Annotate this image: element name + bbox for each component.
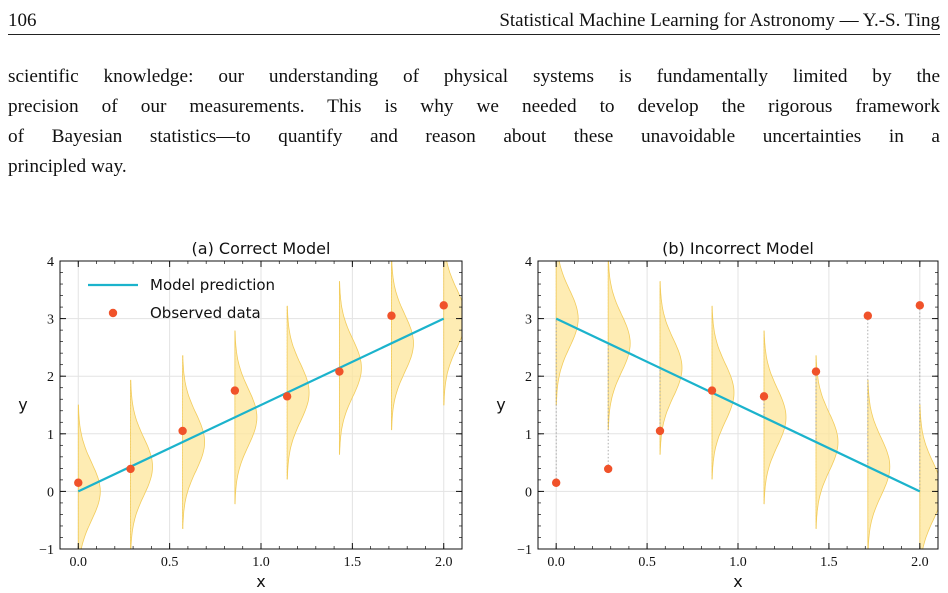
y-axis-label: y bbox=[18, 395, 27, 414]
paragraph-line: principled way. bbox=[8, 156, 127, 177]
legend-label: Observed data bbox=[150, 304, 261, 322]
running-title: Statistical Machine Learning for Astrono… bbox=[499, 10, 940, 31]
x-tick-label: 2.0 bbox=[911, 555, 929, 570]
page-number: 106 bbox=[8, 10, 37, 31]
chart-title: (a) Correct Model bbox=[192, 239, 331, 258]
likelihood-distribution bbox=[391, 261, 414, 431]
plot-area bbox=[74, 261, 462, 549]
likelihood-distribution bbox=[659, 281, 683, 455]
data-point bbox=[915, 301, 925, 310]
data-point bbox=[178, 426, 187, 436]
likelihood-distribution bbox=[338, 281, 362, 455]
x-axis-label: x bbox=[733, 572, 742, 591]
paragraph-line: scientific knowledge: our understanding … bbox=[8, 66, 940, 87]
y-tick-label: 0 bbox=[47, 485, 54, 500]
y-tick-label: 2 bbox=[47, 370, 54, 385]
x-tick-label: 2.0 bbox=[435, 555, 453, 570]
model-prediction-line bbox=[555, 317, 921, 493]
x-tick-label: 1.5 bbox=[820, 555, 838, 570]
likelihood-distribution bbox=[919, 404, 938, 549]
x-tick-label: 1.0 bbox=[252, 555, 270, 570]
y-tick-label: 1 bbox=[47, 428, 54, 443]
data-point bbox=[74, 478, 83, 487]
chart-title: (b) Incorrect Model bbox=[662, 239, 814, 258]
body-paragraph: scientific knowledge: our understanding … bbox=[8, 62, 940, 182]
y-tick-label: 1 bbox=[525, 428, 532, 443]
likelihood-distribution bbox=[867, 379, 891, 549]
legend-point-swatch bbox=[108, 308, 118, 318]
x-axis-label: x bbox=[256, 572, 265, 591]
data-point bbox=[551, 478, 561, 487]
likelihood-distribution bbox=[77, 404, 101, 549]
likelihood-distribution bbox=[286, 305, 310, 480]
data-point bbox=[655, 426, 665, 436]
y-tick-label: 2 bbox=[525, 370, 532, 385]
likelihood-distribution bbox=[234, 330, 258, 505]
x-tick-label: 0.5 bbox=[638, 555, 656, 570]
data-point bbox=[230, 386, 240, 395]
data-point bbox=[863, 311, 873, 320]
y-tick-label: 0 bbox=[525, 485, 532, 500]
legend-label: Model prediction bbox=[150, 276, 275, 294]
y-tick-label: −1 bbox=[39, 543, 54, 558]
data-point bbox=[759, 392, 769, 401]
x-tick-label: 0.0 bbox=[70, 555, 88, 570]
y-tick-label: 3 bbox=[525, 313, 532, 328]
data-point bbox=[126, 464, 135, 474]
data-point bbox=[603, 464, 613, 474]
y-tick-label: 4 bbox=[47, 255, 54, 270]
likelihood-distribution bbox=[555, 261, 579, 406]
data-point bbox=[335, 367, 344, 376]
likelihood-distribution bbox=[815, 355, 839, 529]
page-header: 106 Statistical Machine Learning for Ast… bbox=[8, 8, 940, 35]
likelihood-distribution bbox=[443, 261, 462, 406]
likelihood-distribution bbox=[763, 330, 787, 505]
likelihood-distribution bbox=[182, 355, 206, 529]
y-tick-label: 3 bbox=[47, 313, 54, 328]
likelihood-distribution bbox=[711, 305, 735, 480]
plot-area bbox=[551, 261, 938, 549]
data-point bbox=[439, 301, 448, 310]
y-axis-label: y bbox=[496, 395, 505, 414]
model-prediction-line bbox=[77, 317, 445, 493]
chart-panel-b: 0.0 0.5 1.0 1.5 2.0 −1 0 1 2 3 4 (b) Incorrect Mode… bbox=[496, 239, 939, 591]
data-point bbox=[387, 311, 396, 320]
data-point bbox=[707, 386, 717, 395]
chart-panel-a: 0.0 0.5 1.0 1.5 2.0 −1 0 1 2 3 4 (a) Correct Model x… bbox=[18, 239, 463, 591]
paragraph-line: of Bayesian statistics—to quantify and r… bbox=[8, 126, 940, 147]
x-tick-label: 0.5 bbox=[161, 555, 179, 570]
data-point bbox=[282, 392, 292, 401]
data-point bbox=[811, 367, 821, 376]
x-tick-label: 1.0 bbox=[729, 555, 747, 570]
y-tick-label: −1 bbox=[517, 543, 532, 558]
x-tick-label: 0.0 bbox=[547, 555, 565, 570]
x-tick-label: 1.5 bbox=[344, 555, 362, 570]
likelihood-distribution bbox=[607, 261, 631, 431]
y-tick-label: 4 bbox=[525, 255, 532, 270]
likelihood-distribution bbox=[130, 379, 153, 549]
paragraph-line: precision of our measurements. This is w… bbox=[8, 96, 940, 117]
